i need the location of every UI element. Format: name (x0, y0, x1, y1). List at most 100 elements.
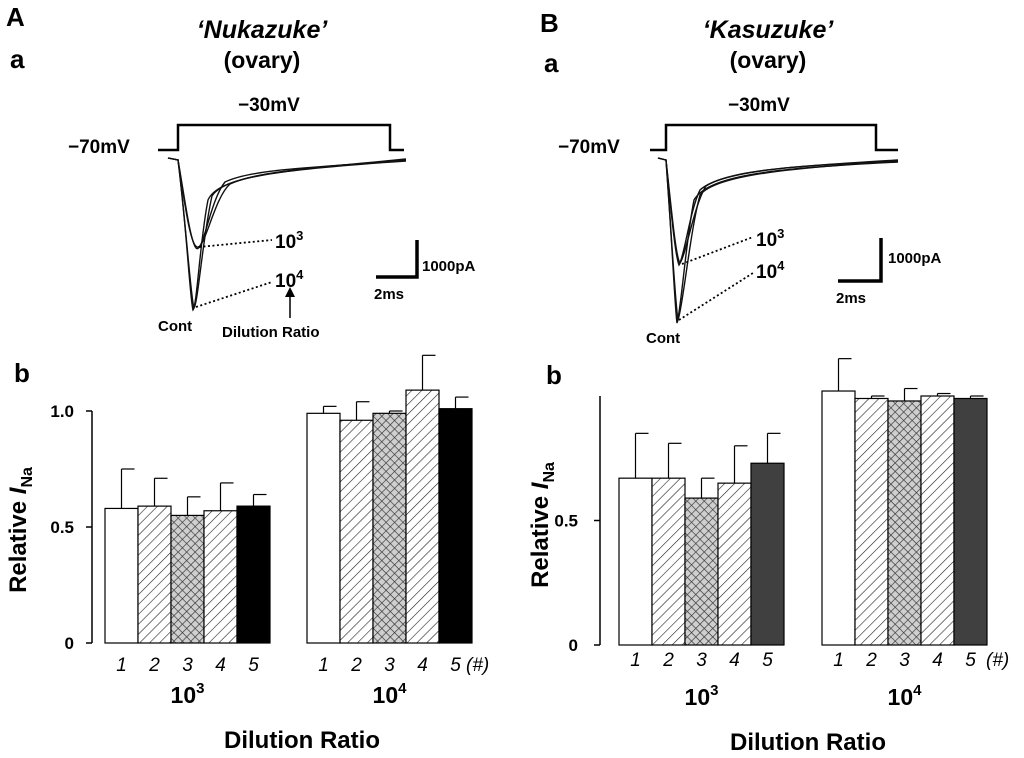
sample-number: 3 (696, 650, 707, 671)
panel-b-scale-time: 2ms (836, 290, 866, 307)
bar (372, 412, 407, 644)
sample-number: 3 (384, 655, 395, 676)
sample-number: 4 (417, 655, 428, 676)
sample-number: 1 (116, 655, 127, 676)
group-label-exp: 3 (710, 682, 718, 699)
y-tick-label: 0 (65, 634, 74, 653)
panel-letter-b: B (540, 8, 559, 38)
bar (920, 395, 955, 646)
panel-b-subtitle: (ovary) (730, 47, 807, 73)
bar (236, 505, 271, 644)
panel-a-label-cont: Cont (158, 318, 192, 335)
sample-suffix: (#) (466, 655, 489, 676)
sample-suffix: (#) (986, 650, 1009, 671)
panel-b-label-1e4: 104 (756, 258, 785, 283)
panel-b-scale-bar (838, 238, 883, 283)
sample-number: 5 (248, 655, 259, 676)
bar (651, 477, 686, 646)
panel-b-ylabel: Relative INa (527, 462, 558, 588)
group-label-base: 10 (171, 682, 197, 708)
panel-a-hold-label: −70mV (68, 137, 130, 158)
sample-number: 4 (932, 650, 943, 671)
panel-letter-a: A (6, 2, 25, 32)
panel-b-sub-b: b (546, 360, 562, 390)
group-label-base: 10 (373, 682, 399, 708)
sample-number: 2 (865, 650, 877, 671)
bar (821, 390, 856, 646)
group-label: 103 (685, 682, 719, 710)
group-label: 103 (171, 680, 205, 708)
bar (104, 507, 139, 644)
bar (438, 408, 473, 644)
sample-number: 3 (899, 650, 910, 671)
panel-b-title: ‘Kasuzuke’ (703, 16, 835, 44)
panel-b-step-label: −30mV (728, 95, 790, 116)
panel-a-sub-a: a (10, 44, 25, 74)
panel-a-subtitle: (ovary) (224, 47, 301, 73)
sample-number: 4 (729, 650, 740, 671)
bar (618, 477, 653, 646)
panel-a-dilution-note: Dilution Ratio (222, 324, 320, 341)
sample-number: 5 (965, 650, 976, 671)
panel-b-voltage-protocol (650, 123, 898, 152)
bar (953, 397, 988, 646)
sample-number: 1 (318, 655, 329, 676)
bar (887, 400, 922, 646)
sample-number: 2 (662, 650, 674, 671)
bar (306, 412, 341, 644)
panel-a-scale-current: 1000pA (422, 258, 476, 275)
bar (750, 462, 785, 646)
panel-a-xlabel: Dilution Ratio (224, 727, 380, 754)
panel-a-traces: A a ‘Nukazuke’ (ovary) −70mV −30mV 103 1… (6, 2, 476, 341)
panel-a-step-label: −30mV (238, 95, 300, 116)
y-tick-label: 0.5 (554, 512, 578, 531)
panel-b-traces: B a ‘Kasuzuke’ (ovary) −70mV −30mV 103 1… (540, 8, 942, 347)
bar (405, 389, 440, 644)
group-label-exp: 3 (196, 680, 204, 697)
panel-b-sub-a: a (544, 48, 559, 78)
panel-a-current-traces (167, 157, 407, 312)
sample-number: 1 (833, 650, 844, 671)
panel-b-scale-current: 1000pA (888, 250, 942, 267)
sample-number: 3 (182, 655, 193, 676)
sample-number: 4 (215, 655, 226, 676)
panel-a-label-1e4: 104 (275, 267, 304, 292)
panel-a-voltage-protocol (158, 123, 404, 152)
bar (339, 419, 374, 644)
bar (717, 482, 752, 646)
panel-b-label-1e3: 103 (756, 226, 784, 251)
sample-number: 2 (148, 655, 160, 676)
group-label-base: 10 (888, 684, 914, 710)
panel-a-title: ‘Nukazuke’ (197, 16, 329, 44)
panel-a-label-1e3: 103 (275, 228, 303, 253)
group-label: 104 (373, 680, 408, 708)
panel-a-sub-b: b (14, 358, 30, 388)
panel-a-ylabel: Relative INa (5, 467, 36, 593)
panel-a-scale-bar (376, 240, 419, 279)
panel-a-label-leaders (195, 239, 273, 308)
panel-b-hold-label: −70mV (558, 137, 620, 158)
sample-number: 5 (762, 650, 773, 671)
bar (170, 514, 205, 644)
group-label-exp: 4 (398, 680, 407, 697)
bar (684, 497, 719, 646)
sample-number: 2 (350, 655, 362, 676)
sample-number: 5 (450, 655, 461, 676)
group-label-base: 10 (685, 684, 711, 710)
group-label-exp: 4 (913, 682, 922, 699)
panel-a-scale-time: 2ms (374, 286, 404, 303)
panel-b-xlabel: Dilution Ratio (730, 729, 886, 756)
y-tick-label: 0 (569, 636, 578, 655)
panel-b-current-traces (657, 157, 899, 324)
bar (854, 397, 889, 646)
panel-b-label-leaders (678, 236, 754, 321)
bar (137, 505, 172, 644)
y-tick-label: 1.0 (50, 402, 74, 421)
panel-b-label-cont: Cont (646, 330, 680, 347)
sample-number: 1 (630, 650, 641, 671)
